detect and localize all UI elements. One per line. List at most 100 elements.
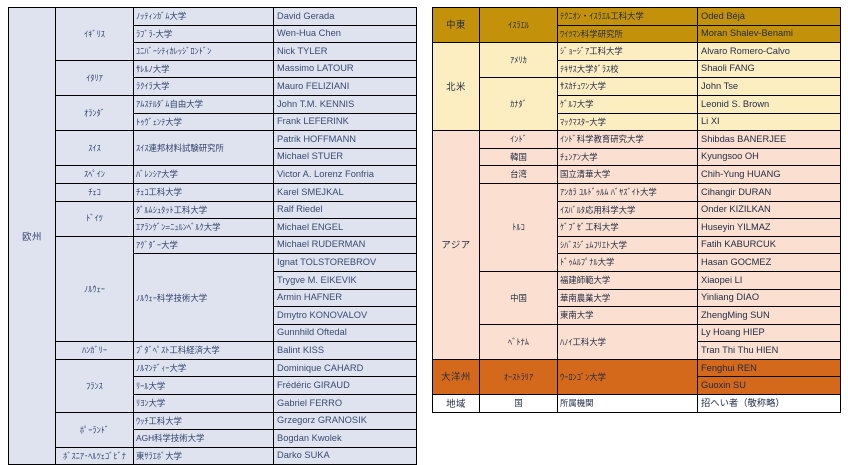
person-cell: Karel SMEJKAL <box>273 182 417 202</box>
person-cell: Ignat TOLSTOREBROV <box>273 253 417 272</box>
table-row: 台湾 国立清華大学 Chih-Yung HUANG <box>433 165 841 184</box>
institution-cell: ｻﾚﾙﾉ大学 <box>133 59 274 79</box>
country-cell: ｽｲｽ <box>55 130 134 167</box>
institution-cell: 福建師範大学 <box>557 270 698 290</box>
person-cell: David Gerada <box>273 7 417 26</box>
table-row: アジア ｲﾝﾄﾞ ｲﾝﾄﾞ科学教育研究大学 Shibdas BANERJEE <box>432 130 841 360</box>
person-cell: Cihangir DURAN <box>697 182 841 202</box>
table-row: ｴｱﾗﾝｹﾞﾝ=ﾆｭﾙﾝﾍﾞﾙｸ大学 Michael ENGEL <box>9 218 417 237</box>
person-cell: Grzegorz GRANOSIK <box>273 411 417 431</box>
table-row: Dmytro KONOVALOV <box>9 306 417 325</box>
table-row: ﾃｷｻｽ大学ﾀﾞﾗｽ校 Shaoli FANG <box>433 59 841 79</box>
table-row: Michael STUER <box>9 147 417 167</box>
region-cell: 大洋州 <box>432 358 480 396</box>
institution-cell: ｱﾑｽﾃﾙﾀﾞﾑ自由大学 <box>133 94 274 114</box>
person-cell: Moran Shalev-Benami <box>697 24 841 44</box>
table-row: 欧州 ｲｷﾞﾘｽ ﾉｯﾃｨﾝｶﾞﾑ大学 David Gerada <box>8 6 417 465</box>
institution-cell: AGH科学技術大学 <box>133 429 274 448</box>
world-table-container: 中東 ｲｽﾗｴﾙ ﾃｸﾆｵﾝ・ｲｽﾗｴﾙ工科大学 Oded Béjà ﾜｲﾂﾏﾝ科学研究… <box>432 6 841 413</box>
institution-cell: ﾃｸﾆｵﾝ・ｲｽﾗｴﾙ工科大学 <box>557 7 698 26</box>
person-cell: Xiaopei LI <box>697 270 841 290</box>
table-row: ｲﾀﾘｱ ｻﾚﾙﾉ大学 Massimo LATOUR <box>9 59 417 96</box>
table-row: 北米 ｱﾒﾘｶ ｼﾞｮｰｼﾞｱ工科大学 Alvaro Romero-Calvo <box>432 42 841 132</box>
person-cell: Alvaro Romero-Calvo <box>697 42 841 61</box>
person-cell: Bogdan Kwolek <box>273 429 417 448</box>
person-cell: Fenghui REN <box>697 358 841 378</box>
institution-cell: ｱｸﾞﾀﾞｰ大学 <box>133 235 274 255</box>
person-cell: Michael RUDERMAN <box>273 235 417 255</box>
person-cell: Wen-Hua Chen <box>273 24 417 44</box>
table-row: ﾗﾌﾞﾗ-大学 Wen-Hua Chen <box>9 24 417 44</box>
table-row: ﾍﾞﾄﾅﾑ ﾊﾉｲ工科大学 Ly Hoang HIEP <box>433 323 841 360</box>
person-cell: Chih-Yung HUANG <box>697 165 841 184</box>
country-cell: ﾊﾝｶﾞﾘｰ <box>55 341 134 360</box>
country-cell: ﾌﾗﾝｽ <box>55 358 134 413</box>
person-cell: Frank LEFERINK <box>273 112 417 132</box>
person-cell: Dominique CAHARD <box>273 358 417 378</box>
header-person-label: 招へい者（敬称略） <box>697 394 841 413</box>
person-cell: Onder KIZILKAN <box>697 200 841 220</box>
person-cell: Ralf Riedel <box>273 200 417 220</box>
table-row: Gunnhild Oftedal <box>9 323 417 343</box>
country-cell: ﾎﾟｰﾗﾝﾄﾞ <box>55 411 134 448</box>
country-cell: ｱﾒﾘｶ <box>479 42 558 79</box>
institution-cell: ﾁｭﾝｱﾝ大学 <box>557 147 698 167</box>
table-row: Tran Thi Thu HIEN <box>433 341 841 360</box>
person-cell: Gabriel FERRO <box>273 394 417 413</box>
person-cell: Kyungsoo OH <box>697 147 841 167</box>
institution-cell: ﾕﾆﾊﾞｰｼﾃｨｶﾚｯｼﾞﾛﾝﾄﾞﾝ <box>133 42 274 61</box>
institution-cell: ﾄｩｳﾞｪﾝﾃ大学 <box>133 112 274 132</box>
table-row: ﾘﾖﾝ大学 Gabriel FERRO <box>9 394 417 413</box>
table-row: ﾉﾙｳｪｰ科学技術大学 Ignat TOLSTOREBROV <box>9 253 417 343</box>
person-cell: Massimo LATOUR <box>273 59 417 79</box>
person-cell: Armin HAFNER <box>273 288 417 308</box>
person-cell: Guoxin SU <box>697 376 841 396</box>
person-cell: John T.M. KENNIS <box>273 94 417 114</box>
institution-cell: ﾌﾞﾀﾞﾍﾟｽﾄ工科経済大学 <box>133 341 274 360</box>
institution-cell: ｲｽﾊﾞﾙﾀ応用科学大学 <box>557 200 698 220</box>
country-cell: ｲｷﾞﾘｽ <box>55 7 134 61</box>
person-cell: Ly Hoang HIEP <box>697 323 841 343</box>
person-cell: Tran Thi Thu HIEN <box>697 341 841 360</box>
person-cell: Oded Béjà <box>697 7 841 26</box>
person-cell: John Tse <box>697 77 841 96</box>
person-cell: Yinliang DIAO <box>697 288 841 308</box>
table-row: 東南大学 ZhengMing SUN <box>433 306 841 325</box>
institution-cell: ｳｯﾁ工科大学 <box>133 411 274 431</box>
institution-cell: ｼﾞｮｰｼﾞｱ工科大学 <box>557 42 698 61</box>
table-row: ﾗｸｲﾗ大学 Mauro FELIZIANI <box>9 77 417 96</box>
institution-cell: 華南農業大学 <box>557 288 698 308</box>
institution-cell: ﾗﾌﾞﾗ-大学 <box>133 24 274 44</box>
table-row: 中東 ｲｽﾗｴﾙ ﾃｸﾆｵﾝ・ｲｽﾗｴﾙ工科大学 Oded Béjà <box>432 6 841 44</box>
person-cell: Nick TYLER <box>273 42 417 61</box>
person-cell: Dmytro KONOVALOV <box>273 306 417 325</box>
person-cell: Balint KISS <box>273 341 417 360</box>
table-row: ﾜｲﾂﾏﾝ科学研究所 Moran Shalev-Benami <box>433 24 841 44</box>
institution-cell: ﾉｯﾃｨﾝｶﾞﾑ大学 <box>133 7 274 26</box>
country-cell: 韓国 <box>479 147 558 167</box>
country-cell: ｽﾍﾟｲﾝ <box>55 165 134 184</box>
country-cell: ｲﾝﾄﾞ <box>479 130 558 149</box>
person-cell: Victor A. Lorenz Fonfria <box>273 165 417 184</box>
table-row: ﾏｯｸﾏｽﾀｰ大学 Li XI <box>433 112 841 132</box>
europe-table: 欧州 ｲｷﾞﾘｽ ﾉｯﾃｨﾝｶﾞﾑ大学 David Gerada ﾗﾌﾞﾗ-大学 Wen-… <box>8 6 417 465</box>
person-cell: Leonid S. Brown <box>697 94 841 114</box>
document-page: 欧州 ｲｷﾞﾘｽ ﾉｯﾃｨﾝｶﾞﾑ大学 David Gerada ﾗﾌﾞﾗ-大学 Wen-… <box>8 6 841 465</box>
table-row: ﾄｩｳﾞｪﾝﾃ大学 Frank LEFERINK <box>9 112 417 132</box>
country-cell: ﾄﾞｲﾂ <box>55 200 134 237</box>
person-cell: Fatih KABURCUK <box>697 235 841 255</box>
region-cell: 中東 <box>432 6 480 44</box>
person-cell: Michael STUER <box>273 147 417 167</box>
world-table: 中東 ｲｽﾗｴﾙ ﾃｸﾆｵﾝ・ｲｽﾗｴﾙ工科大学 Oded Béjà ﾜｲﾂﾏﾝ科学研究… <box>432 6 841 413</box>
person-cell: Li XI <box>697 112 841 132</box>
institution-cell: ｼﾊﾞｽｼﾞｭﾑﾌﾘｴﾄ大学 <box>557 235 698 255</box>
region-cell: アジア <box>432 130 480 360</box>
institution-cell: ﾃｷｻｽ大学ﾀﾞﾗｽ校 <box>557 59 698 79</box>
country-cell: ﾁｪｺ <box>55 182 134 202</box>
institution-cell: ﾉﾙﾏﾝﾃﾞｨｰ大学 <box>133 358 274 378</box>
table-row: ﾘｰﾙ大学 Frédéric GIRAUD <box>9 376 417 396</box>
person-cell: Trygve M. EIKEVIK <box>273 270 417 290</box>
table-row: ﾊﾝｶﾞﾘｰ ﾌﾞﾀﾞﾍﾟｽﾄ工科経済大学 Balint KISS <box>9 341 417 360</box>
country-cell: 中国 <box>479 270 558 325</box>
region-cell: 北米 <box>432 42 480 132</box>
